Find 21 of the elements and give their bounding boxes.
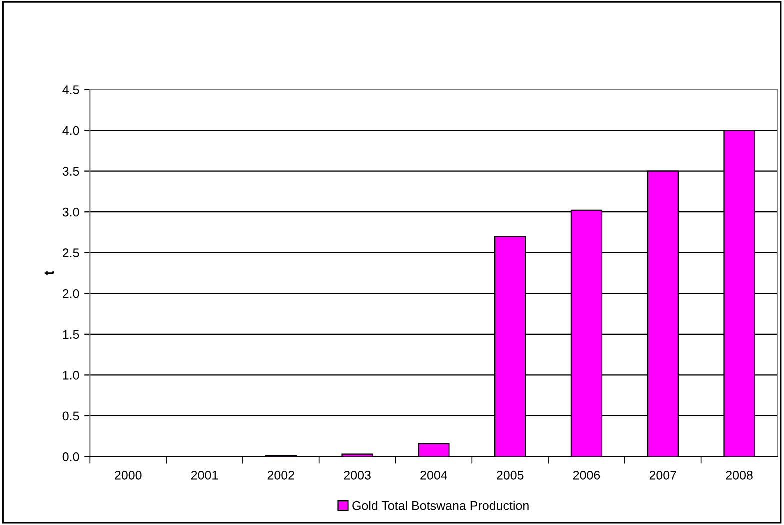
y-tick-label: 4.5 [62, 86, 80, 94]
x-tick-label: 2004 [420, 470, 448, 480]
y-axis-title: t [44, 271, 54, 276]
x-tick-label: 2000 [115, 470, 142, 480]
y-tick-label: 1.5 [63, 330, 80, 340]
x-tick-label: 2002 [268, 470, 294, 480]
legend-label: Gold Total Botswana Production [352, 501, 529, 510]
x-tick-label: 2001 [191, 470, 218, 480]
y-tick-label: 2.0 [62, 289, 80, 298]
y-tick-label: 4.0 [62, 126, 80, 136]
y-tick-label: 1.0 [63, 371, 80, 380]
x-tick-label: 2003 [344, 470, 371, 480]
y-tick-label: 3.0 [62, 208, 80, 217]
y-tick-label: 3.5 [62, 167, 80, 176]
x-tick-label: 2007 [650, 470, 676, 480]
y-tick-label: 0.0 [62, 452, 80, 462]
x-tick-label: 2006 [573, 470, 600, 480]
y-tick-label: 0.5 [62, 412, 80, 421]
x-tick-label: 2008 [726, 470, 753, 480]
y-tick-label: 2.5 [62, 248, 80, 258]
x-tick-label: 2005 [497, 470, 524, 480]
